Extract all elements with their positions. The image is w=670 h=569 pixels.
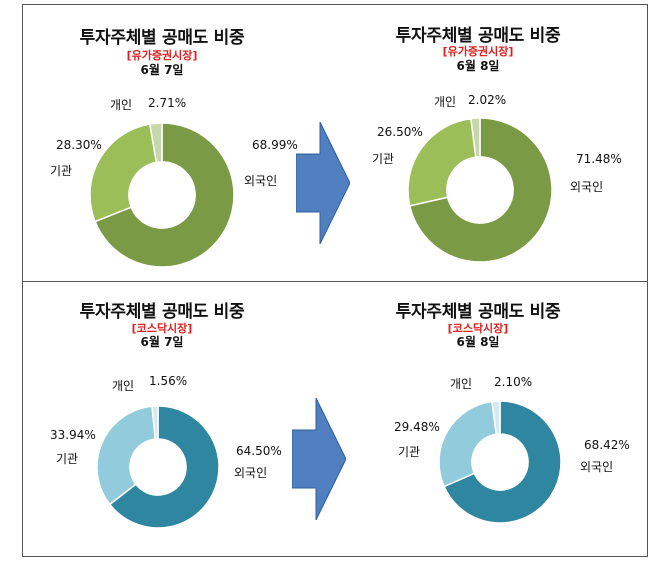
- chart-title: 투자주체별 공매도 비중: [79, 28, 245, 48]
- value-label-foreign: 71.48%: [576, 152, 622, 166]
- value-label-individual: 1.56%: [149, 374, 188, 388]
- slice-individual: [148, 122, 163, 164]
- market-subtitle: [유가증권시장]: [126, 49, 198, 62]
- category-label-foreign: 외국인: [234, 466, 268, 480]
- category-label-foreign: 외국인: [570, 180, 604, 194]
- value-label-individual: 2.02%: [468, 93, 507, 107]
- slice-foreign: [408, 117, 553, 263]
- slice-foreign: [94, 122, 235, 268]
- category-label-foreign: 외국인: [244, 174, 278, 188]
- slice-individual: [151, 405, 159, 440]
- value-label-individual: 2.71%: [148, 96, 187, 110]
- value-label-foreign: 68.99%: [252, 138, 298, 152]
- value-label-individual: 2.10%: [494, 375, 533, 389]
- date-label: 6월 8일: [456, 335, 500, 349]
- market-subtitle: [코스닥시장]: [447, 322, 509, 335]
- market-subtitle: [코스닥시장]: [131, 322, 193, 335]
- value-label-institution: 33.94%: [50, 428, 96, 442]
- category-label-institution: 기관: [372, 152, 395, 166]
- right-arrow-icon: [296, 122, 350, 244]
- chart-title: 투자주체별 공매도 비중: [79, 302, 245, 322]
- category-label-institution: 기관: [398, 445, 421, 459]
- date-label: 6월 7일: [140, 63, 184, 77]
- slice-individual: [491, 400, 501, 436]
- slice-institution: [438, 400, 498, 488]
- category-label-individual: 개인: [434, 95, 457, 109]
- category-label-foreign: 외국인: [580, 460, 614, 474]
- kosdaq-panel: [22, 281, 648, 557]
- slice-institution: [89, 123, 158, 223]
- category-label-individual: 개인: [450, 377, 473, 391]
- value-label-foreign: 64.50%: [236, 444, 282, 458]
- value-label-foreign: 68.42%: [584, 438, 630, 452]
- right-arrow-icon: [292, 398, 346, 520]
- value-label-institution: 28.30%: [56, 138, 102, 152]
- value-label-institution: 26.50%: [377, 125, 423, 139]
- category-label-individual: 개인: [112, 379, 135, 393]
- value-label-institution: 29.48%: [394, 420, 440, 434]
- date-label: 6월 7일: [140, 335, 184, 349]
- date-label: 6월 8일: [456, 59, 500, 73]
- market-subtitle: [유가증권시장]: [442, 45, 514, 58]
- slice-institution: [407, 117, 477, 207]
- slice-institution: [96, 405, 157, 506]
- category-label-institution: 기관: [50, 164, 73, 178]
- slice-individual: [470, 117, 481, 158]
- slice-foreign: [108, 405, 220, 529]
- category-label-individual: 개인: [110, 98, 133, 112]
- slice-foreign: [443, 400, 562, 524]
- chart-title: 투자주체별 공매도 비중: [395, 302, 561, 322]
- chart-title: 투자주체별 공매도 비중: [395, 26, 561, 46]
- category-label-institution: 기관: [56, 452, 79, 466]
